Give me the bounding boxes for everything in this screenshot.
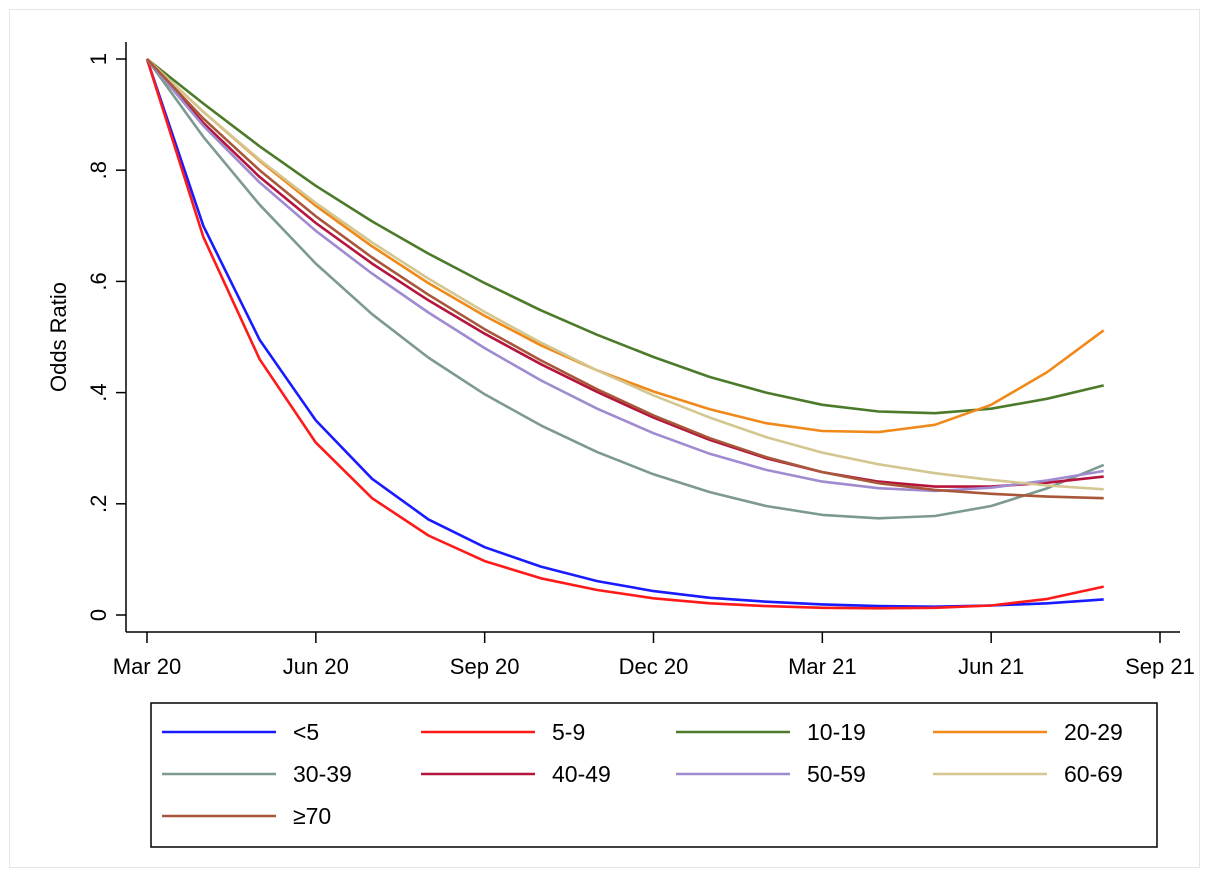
series-line xyxy=(145,58,1104,609)
y-tick-label: 0 xyxy=(86,609,111,621)
legend-label: 50-59 xyxy=(807,761,866,787)
y-tick-label: .8 xyxy=(86,161,111,179)
y-tick-label: 1 xyxy=(86,53,111,65)
legend-label: 60-69 xyxy=(1064,761,1123,787)
legend: <5 5-9 10-19 20-29 30-39 40-49 50-59 60-69 ≥70 xyxy=(150,702,1158,848)
legend-label: ≥70 xyxy=(293,803,331,829)
y-ticks: 0 .2 .4 .6 .8 1 xyxy=(86,53,126,621)
y-axis-title: Odds Ratio xyxy=(46,282,71,392)
series-line xyxy=(146,58,1104,500)
series-line xyxy=(145,58,1105,520)
y-tick-label: .4 xyxy=(86,383,111,401)
series-line xyxy=(146,57,1104,415)
series-line xyxy=(146,58,1104,491)
x-tick-label: Mar 21 xyxy=(788,654,856,679)
legend-label: <5 xyxy=(293,719,319,745)
y-tick-label: .6 xyxy=(86,272,111,290)
y-tick-label: .2 xyxy=(86,495,111,513)
x-tick-label: Mar 20 xyxy=(113,654,181,679)
legend-label: 40-49 xyxy=(552,761,611,787)
x-tick-label: Dec 20 xyxy=(619,654,689,679)
legend-label: 20-29 xyxy=(1064,719,1123,745)
series-line xyxy=(146,58,1105,434)
axes xyxy=(125,42,1180,633)
series-line xyxy=(146,58,1104,488)
series-lines xyxy=(145,57,1105,610)
series-line xyxy=(146,58,1104,493)
x-tick-label: Sep 21 xyxy=(1125,654,1195,679)
legend-label: 10-19 xyxy=(807,719,866,745)
legend-label: 5-9 xyxy=(552,719,585,745)
series-line xyxy=(145,58,1104,610)
x-tick-label: Jun 20 xyxy=(283,654,349,679)
x-tick-label: Jun 21 xyxy=(958,654,1024,679)
legend-label: 30-39 xyxy=(293,761,352,787)
x-ticks: Mar 20 Jun 20 Sep 20 Dec 20 Mar 21 Jun 21 Sep … xyxy=(113,632,1195,679)
x-tick-label: Sep 20 xyxy=(450,654,520,679)
